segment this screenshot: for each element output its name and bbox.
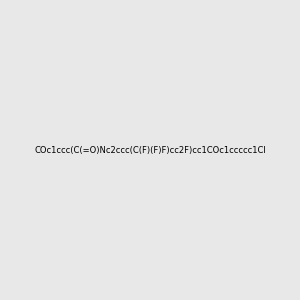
Text: COc1ccc(C(=O)Nc2ccc(C(F)(F)F)cc2F)cc1COc1ccccc1Cl: COc1ccc(C(=O)Nc2ccc(C(F)(F)F)cc2F)cc1COc… bbox=[34, 146, 266, 154]
